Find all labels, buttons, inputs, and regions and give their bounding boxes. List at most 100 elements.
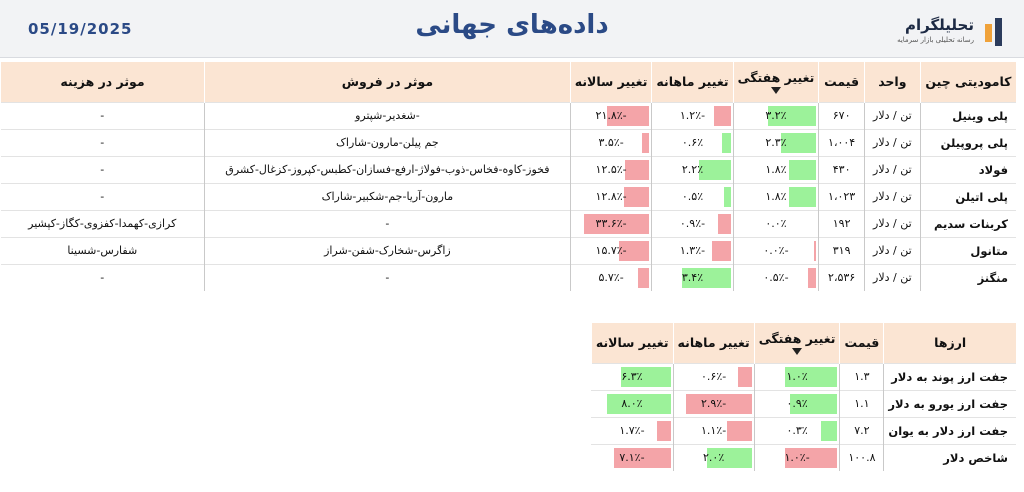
fx-yearly-change: ۶.۳٪ bbox=[591, 362, 674, 390]
yearly-change-value: -۱۲.۵٪ bbox=[595, 163, 627, 176]
negative-bar bbox=[624, 186, 650, 207]
fx-weekly-change-value: ۰.۳٪ bbox=[786, 424, 808, 437]
cost-impact: - bbox=[0, 263, 205, 291]
commodity-name: پلی اتیلن bbox=[919, 182, 1016, 210]
header-unit: واحد bbox=[863, 62, 921, 102]
sales-impact: -شغدیر-شپترو bbox=[204, 101, 571, 129]
negative-bar bbox=[613, 447, 671, 468]
sales-impact: مارون-آریا-جم-شکبیر-شاراک bbox=[204, 182, 571, 210]
yearly-change: -۳۳.۶٪ bbox=[569, 209, 652, 237]
monthly-change-value: ۳.۴٪ bbox=[681, 271, 704, 285]
yearly-change-value: -۱۲.۸٪ bbox=[595, 190, 627, 203]
page-title: داده‌های جهانی bbox=[415, 10, 609, 40]
yearly-change-value: -۳.۵٪ bbox=[598, 136, 624, 149]
sales-impact: - bbox=[204, 209, 571, 237]
table-row: فولاد تن / دلار ۴۳۰ ۱.۸٪ ۲.۲٪ -۱۲.۵٪ فخوز-کاوه… bbox=[0, 155, 1016, 183]
commodity-price: ۴۳۰ bbox=[818, 155, 865, 183]
monthly-change-value: -۱.۳٪ bbox=[679, 244, 706, 257]
header-sales-impact: موثر در فروش bbox=[204, 62, 571, 102]
fx-yearly-change-value: -۷.۱٪ bbox=[619, 451, 645, 465]
yearly-change: -۱۵.۷٪ bbox=[569, 236, 652, 264]
report-date: 05/19/2025 bbox=[28, 20, 133, 38]
commodity-name: فولاد bbox=[919, 155, 1016, 183]
positive-bar bbox=[821, 420, 838, 441]
fx-yearly-change: -۱.۷٪ bbox=[591, 416, 674, 444]
fx-yearly-change-value: ۸.۰٪ bbox=[621, 397, 643, 410]
sort-down-icon[interactable] bbox=[792, 347, 803, 355]
table-row: جفت ارز پوند به دلار ۱.۳ ۱.۰٪ -۰.۶٪ ۶.۳٪ bbox=[591, 362, 1016, 390]
monthly-change-value: ۰.۵٪ bbox=[681, 190, 704, 203]
commodity-name: کربنات سدیم bbox=[919, 209, 1016, 237]
negative-bar bbox=[785, 447, 838, 468]
header-monthly-change: تغییر ماهانه bbox=[651, 62, 734, 102]
currency-price: ۷.۲ bbox=[839, 416, 884, 444]
header-commodity: کامودیتی چین bbox=[919, 62, 1016, 102]
commodity-unit: تن / دلار bbox=[863, 155, 921, 183]
negative-bar bbox=[726, 420, 752, 441]
page-header: 05/19/2025 داده‌های جهانی تحلیلگرام رسان… bbox=[0, 0, 1024, 58]
positive-bar bbox=[681, 267, 731, 288]
monthly-change-value: -۱.۲٪ bbox=[679, 109, 706, 122]
monthly-change: -۱.۳٪ bbox=[651, 236, 734, 264]
fx-weekly-change-value: ۱.۰٪ bbox=[786, 370, 808, 383]
positive-bar bbox=[785, 366, 838, 387]
cost-impact: شفارس-شسینا bbox=[0, 236, 205, 264]
commodity-unit: تن / دلار bbox=[863, 236, 921, 264]
positive-bar bbox=[790, 393, 838, 414]
brand-logo: تحلیلگرام رسانه تحلیلی بازار سرمایه bbox=[872, 16, 1002, 50]
positive-bar bbox=[620, 366, 671, 387]
positive-bar bbox=[789, 159, 817, 180]
weekly-change-value: ۳.۲٪ bbox=[765, 109, 787, 122]
sales-impact: فخوز-کاوه-فخاس-ذوب-فولاژ-ارفع-فسازان-کطب… bbox=[204, 155, 571, 183]
negative-bar bbox=[713, 105, 731, 126]
header-cost-impact: موثر در هزینه bbox=[0, 62, 205, 102]
negative-bar bbox=[685, 393, 752, 414]
positive-bar bbox=[768, 105, 817, 126]
fx-weekly-change: ۰.۹٪ bbox=[753, 389, 840, 417]
commodity-unit: تن / دلار bbox=[863, 182, 921, 210]
header-weekly-change[interactable]: تغییر هفتگی bbox=[732, 62, 819, 102]
header-weekly-label: تغییر هفتگی bbox=[737, 69, 815, 85]
fx-weekly-change: -۱.۰٪ bbox=[753, 443, 840, 471]
positive-bar bbox=[698, 159, 731, 180]
table-row: پلی اتیلن تن / دلار ۱،۰۲۳ ۱.۸٪ ۰.۵٪ -۱۲.۸٪ مار… bbox=[0, 182, 1016, 210]
header-fx-weekly-change[interactable]: تغییر هفتگی bbox=[753, 323, 840, 363]
fx-yearly-change: ۸.۰٪ bbox=[591, 389, 674, 417]
currency-price: ۱۰۰.۸ bbox=[839, 443, 884, 471]
negative-bar bbox=[808, 267, 817, 288]
fx-monthly-change: -۰.۶٪ bbox=[672, 362, 755, 390]
negative-bar bbox=[584, 213, 650, 234]
positive-bar bbox=[789, 186, 817, 207]
monthly-change: -۰.۹٪ bbox=[651, 209, 734, 237]
currency-price: ۱.۳ bbox=[839, 362, 884, 390]
commodity-price: ۶۷۰ bbox=[818, 101, 865, 129]
table-row: جفت ارز دلار به یوان ۷.۲ ۰.۳٪ -۱.۱٪ -۱.۷٪ bbox=[591, 416, 1016, 444]
table-row: متانول تن / دلار ۳۱۹ -۰.۰٪ -۱.۳٪ -۱۵.۷٪ زاگرس-… bbox=[0, 236, 1016, 264]
weekly-change-value: ۱.۸٪ bbox=[765, 163, 787, 176]
weekly-change: ۰.۰٪ bbox=[732, 209, 819, 237]
table-row: شاخص دلار ۱۰۰.۸ -۱.۰٪ ۲.۰٪ -۷.۱٪ bbox=[591, 443, 1016, 471]
negative-bar bbox=[607, 105, 650, 126]
sort-down-icon[interactable] bbox=[770, 86, 781, 94]
yearly-change-value: -۳۳.۶٪ bbox=[595, 217, 627, 230]
negative-bar bbox=[656, 420, 671, 441]
yearly-change: -۵.۷٪ bbox=[569, 263, 652, 291]
header-yearly-change: تغییر سالانه bbox=[569, 62, 652, 102]
fx-weekly-change-value: -۱.۰٪ bbox=[784, 451, 810, 465]
monthly-change-value: -۰.۹٪ bbox=[679, 217, 706, 230]
weekly-change: ۱.۸٪ bbox=[732, 182, 819, 210]
weekly-change-value: ۲.۳٪ bbox=[765, 136, 787, 149]
weekly-change: -۰.۰٪ bbox=[732, 236, 819, 264]
header-fx-weekly-label: تغییر هفتگی bbox=[758, 330, 836, 346]
logo-tagline: رسانه تحلیلی بازار سرمایه bbox=[897, 36, 974, 44]
yearly-change: -۲۱.۸٪ bbox=[569, 101, 652, 129]
commodity-price: ۱۹۲ bbox=[818, 209, 865, 237]
weekly-change: ۳.۲٪ bbox=[732, 101, 819, 129]
positive-bar bbox=[606, 393, 671, 414]
sales-impact: - bbox=[204, 263, 571, 291]
table-row: پلی پروپیلن تن / دلار ۱،۰۰۴ ۲.۳٪ ۰.۶٪ -۳.۵٪ جم… bbox=[0, 128, 1016, 156]
negative-bar bbox=[625, 159, 650, 180]
currencies-table: ارزها قیمت تغییر هفتگی تغییر ماهانه تغیی… bbox=[590, 323, 1016, 471]
commodity-price: ۱،۰۲۳ bbox=[818, 182, 865, 210]
cost-impact: - bbox=[0, 182, 205, 210]
